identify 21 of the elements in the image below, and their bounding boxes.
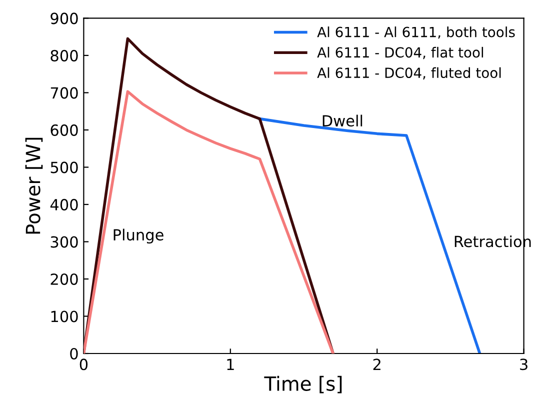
y-tick-label: 400 — [50, 198, 78, 210]
y-axis-title: Power [W] — [25, 138, 43, 234]
annotation: Dwell — [322, 114, 362, 127]
y-tick-label: 700 — [50, 87, 78, 99]
y-tick-label: 0 — [70, 348, 78, 360]
x-axis-title: Time [s] — [264, 376, 342, 394]
y-tick-label: 600 — [50, 124, 78, 136]
x-tick-label: 1 — [227, 358, 234, 370]
legend-label: Al 6111 - DC04, flat tool — [317, 46, 484, 60]
x-tick-label: 3 — [520, 358, 528, 370]
y-tick-label: 300 — [50, 236, 78, 248]
legend-label: Al 6111 - DC04, fluted tool — [317, 67, 501, 80]
y-tick-label: 200 — [50, 273, 78, 286]
legend-label: Al 6111 - Al 6111, both tools — [317, 26, 515, 39]
y-tick-label: 100 — [51, 310, 78, 322]
x-tick-label: 2 — [373, 358, 380, 370]
y-tick-label: 800 — [50, 50, 78, 62]
y-tick-label: 500 — [50, 162, 78, 174]
y-tick-label: 900 — [50, 12, 78, 24]
x-tick-label: 0 — [80, 358, 88, 370]
annotation: Plunge — [114, 228, 164, 244]
